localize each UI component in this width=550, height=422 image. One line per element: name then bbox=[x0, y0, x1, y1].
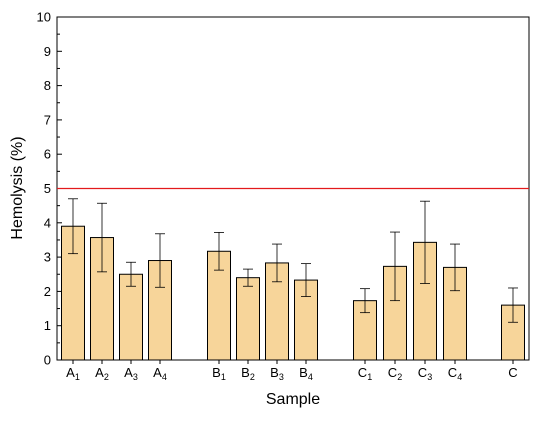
y-tick-label: 10 bbox=[37, 10, 51, 25]
x-tick-label: A4 bbox=[153, 365, 167, 382]
x-tick-label: C1 bbox=[358, 365, 372, 382]
bar bbox=[236, 277, 260, 361]
x-tick-label: B3 bbox=[270, 365, 284, 382]
x-tick-label: C4 bbox=[448, 365, 462, 382]
x-tick-label: B1 bbox=[212, 365, 226, 382]
bar bbox=[119, 273, 143, 361]
bars-group bbox=[61, 198, 525, 361]
y-tick-label: 6 bbox=[44, 147, 51, 162]
y-axis: 0 1 2 3 4 5 6 7 8 9 10 bbox=[37, 10, 62, 368]
y-tick-label: 7 bbox=[44, 112, 51, 127]
x-tick-label: A3 bbox=[124, 365, 138, 382]
y-axis-title: Hemolysis (%) bbox=[9, 136, 26, 239]
y-tick-label: 0 bbox=[44, 353, 51, 368]
y-tick-label: 3 bbox=[44, 250, 51, 265]
x-axis: A1 A2 A3 A4 B1 B2 B3 B4 C1 C2 C3 C4 C bbox=[66, 360, 518, 382]
x-axis-title: Sample bbox=[266, 391, 320, 408]
y-tick-label: 8 bbox=[44, 78, 51, 93]
x-tick-label: C bbox=[508, 365, 517, 380]
y-tick-label: 5 bbox=[44, 181, 51, 196]
x-tick-label: C3 bbox=[418, 365, 432, 382]
x-tick-label: A1 bbox=[66, 365, 80, 382]
y-tick-label: 9 bbox=[44, 44, 51, 59]
x-tick-label: A2 bbox=[95, 365, 109, 382]
y-tick-label: 4 bbox=[44, 215, 51, 230]
x-tick-label: C2 bbox=[388, 365, 402, 382]
x-tick-label: B4 bbox=[299, 365, 313, 382]
x-tick-label: B2 bbox=[241, 365, 255, 382]
y-tick-label: 1 bbox=[44, 318, 51, 333]
y-tick-label: 2 bbox=[44, 284, 51, 299]
